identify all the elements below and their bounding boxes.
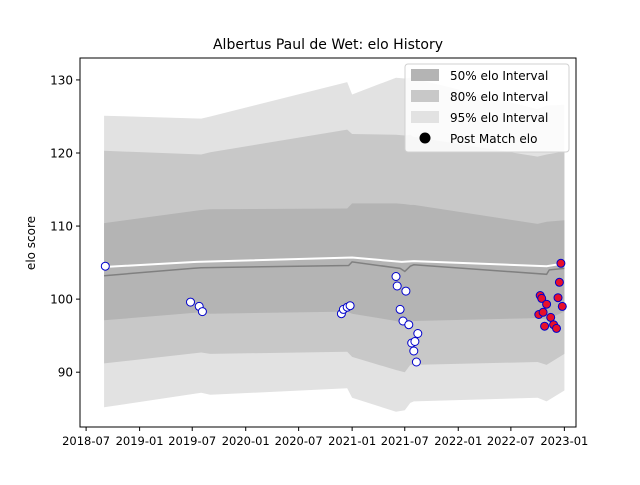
legend-swatch-95	[411, 111, 439, 123]
post-match-point	[409, 346, 419, 356]
recent-match-point	[546, 312, 556, 322]
confidence-bands	[104, 77, 565, 412]
recent-match-point	[554, 277, 564, 287]
mean-line	[104, 256, 565, 268]
legend-box	[404, 63, 570, 153]
chart-title: Albertus Paul de Wet: elo History	[213, 37, 443, 53]
legend-swatch-50	[411, 69, 439, 81]
plot-frame	[79, 57, 577, 428]
post-match-point	[401, 286, 411, 296]
x-tick-label: 2020-07	[275, 434, 323, 448]
post-match-point	[392, 281, 402, 291]
post-match-point	[413, 329, 423, 338]
y-tick-label: 90	[58, 366, 73, 380]
x-tick-label: 2022-01	[434, 434, 482, 448]
post-match-point	[410, 337, 420, 346]
legend-label-post-match: Post Match elo	[450, 132, 537, 146]
y-tick-label: 110	[50, 220, 73, 234]
recent-match-point	[538, 307, 548, 317]
legend: 50% elo Interval 80% elo Interval 95% el…	[404, 63, 570, 153]
y-axis: 90 100 110 120 130	[50, 73, 80, 380]
post-match-point	[197, 307, 207, 317]
post-match-point	[100, 261, 110, 271]
trend-lines	[104, 256, 565, 277]
y-tick-label: 130	[50, 73, 73, 87]
recent-match-point	[553, 293, 563, 303]
post-match-point	[411, 357, 421, 367]
post-match-point	[404, 320, 414, 330]
x-tick-label: 2019-07	[168, 434, 216, 448]
median-line	[104, 261, 565, 277]
post-match-point	[345, 301, 355, 311]
x-tick-label: 2020-01	[222, 434, 270, 448]
legend-label-50: 50% elo Interval	[450, 69, 548, 83]
post-match-points	[100, 258, 567, 367]
recent-match-point	[557, 301, 567, 311]
x-tick-label: 2023-01	[540, 434, 588, 448]
band-50	[104, 203, 565, 324]
x-tick-label: 2022-07	[487, 434, 535, 448]
recent-match-point	[540, 321, 550, 331]
y-tick-label: 120	[50, 146, 73, 160]
x-tick-label: 2021-07	[381, 434, 429, 448]
x-axis: 2018-07 2019-01 2019-07 2020-01 2020-07 2021-…	[62, 427, 588, 448]
recent-match-point	[537, 293, 547, 303]
post-match-point	[395, 304, 405, 314]
x-tick-label: 2019-01	[116, 434, 164, 448]
legend-marker-post-match	[419, 132, 431, 144]
legend-label-95: 95% elo Interval	[450, 111, 548, 125]
y-axis-label: elo score	[24, 216, 38, 270]
recent-match-point	[556, 258, 566, 268]
recent-match-point	[542, 299, 552, 309]
y-tick-label: 100	[50, 293, 73, 307]
x-tick-label: 2021-01	[328, 434, 376, 448]
legend-label-80: 80% elo Interval	[450, 90, 548, 104]
x-tick-label: 2018-07	[62, 434, 110, 448]
legend-swatch-80	[411, 90, 439, 102]
recent-match-point	[552, 323, 561, 333]
post-match-point	[391, 272, 401, 281]
post-match-point	[186, 297, 195, 307]
